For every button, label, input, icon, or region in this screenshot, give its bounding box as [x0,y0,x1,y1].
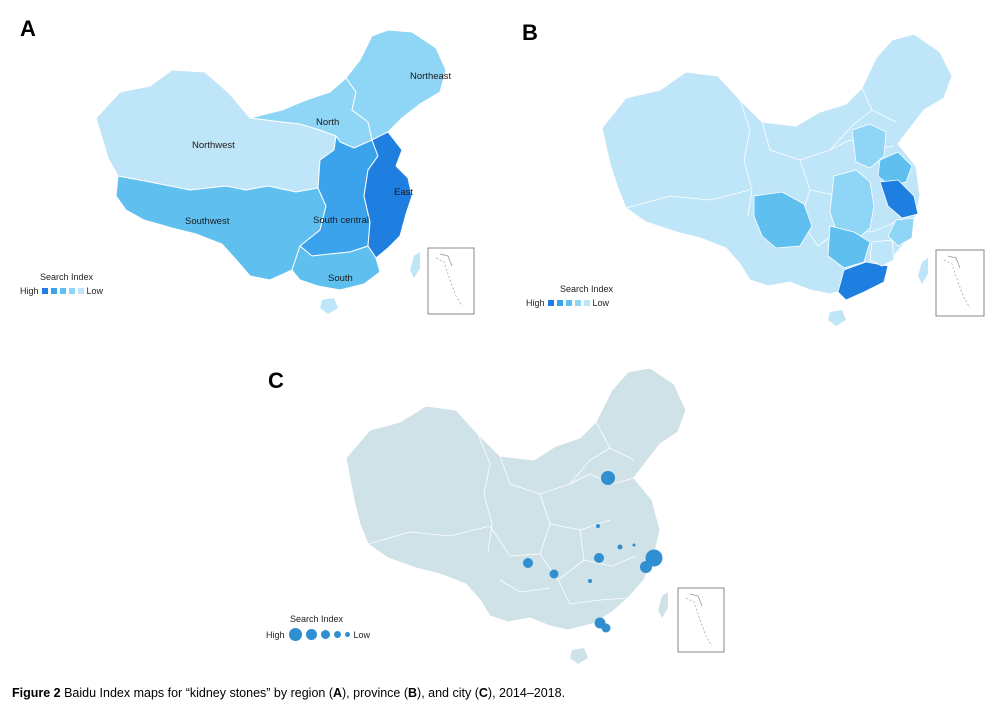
city-dot-shanghai [645,549,663,567]
label-east: East [394,187,413,198]
province-borders [367,421,637,605]
label-northwest: Northwest [192,140,235,151]
label-south-central: South central [313,215,369,226]
panel-a: A Northeast North Northwest Southwest So… [0,0,500,340]
province-jiangsu [879,179,919,219]
province-north-group [851,123,887,169]
city-dot-beijing [601,471,615,485]
panel-letter-c: C [268,368,284,393]
legend-title: Search Index [560,284,614,294]
province-jiangsu-shandong [877,151,913,187]
label-north: North [316,117,339,128]
label-northeast: Northeast [410,71,452,82]
legend-low: Low [353,629,371,640]
legend-low: Low [86,286,104,296]
region-east [363,131,413,259]
taiwan-island [410,252,420,278]
legend-swatch [574,300,581,306]
legend-a: Search Index High Low [20,272,103,296]
legend-high: High [20,286,39,296]
south-china-sea-inset [935,249,985,317]
china-outline [345,367,687,631]
region-northeast [345,29,447,141]
province-guangdong [837,261,889,301]
legend-dot [320,630,330,639]
south-china-sea-inset [427,247,475,315]
region-south [291,245,381,291]
hainan-island [828,310,846,326]
city-dot-nanjing [632,543,636,547]
legend-title: Search Index [290,614,344,624]
legend-dot [344,632,350,637]
caption-ref-c: C [478,686,488,700]
legend-dot [305,629,317,640]
caption-text: Baidu Index maps for “kidney stones” by … [60,686,333,700]
region-map: Northeast North Northwest Southwest Sout… [95,29,475,315]
province-fujian [869,239,895,267]
city-dot-shenzhen [601,623,611,633]
legend-swatch [556,300,563,306]
city-dot-changsha [588,579,592,583]
legend-swatch [68,288,75,294]
legend-c: Search Index High Low [266,614,370,641]
legend-b: Search Index High Low [526,284,613,308]
panel-letter-a: A [20,16,36,41]
caption-text: ), province ( [342,686,409,700]
legend-swatch [583,300,590,306]
panel-letter-b: B [522,20,538,45]
legend-high: High [266,629,285,640]
caption-ref-b: B [408,686,418,700]
legend-swatch [77,288,84,294]
region-northwest [95,69,337,193]
province-sichuan [753,191,813,249]
city-dot-hangzhou [640,561,652,573]
city-map [345,367,725,664]
panel-b: B Search Inde [500,0,1001,340]
legend-title: Search Index [40,272,94,282]
province-hunan-jiangxi [827,225,871,269]
legend-swatch [547,300,554,306]
legend-swatch [565,300,572,306]
legend-swatch [41,288,48,294]
figure-caption: Figure 2 Baidu Index maps for “kidney st… [12,686,565,700]
legend-dot [288,628,302,641]
hainan-island [570,648,588,664]
taiwan-island [918,258,928,284]
label-south: South [328,273,353,284]
province-zhejiang [887,217,915,247]
legend-dot [333,631,341,638]
city-dot-hefei [617,544,623,550]
caption-text: ), 2014–2018. [487,686,566,700]
south-china-sea-inset [677,587,725,653]
label-southwest: Southwest [185,216,230,227]
legend-scale: High Low [20,286,103,296]
city-dot-zhengzhou [596,524,600,528]
legend-scale: High Low [526,298,613,308]
city-dots [523,471,663,633]
city-dot-chongqing [549,569,559,579]
legend-swatch [59,288,66,294]
caption-text: ), and city ( [417,686,479,700]
caption-ref-a: A [332,686,343,700]
legend-high: High [526,298,545,308]
panel-c: C [250,360,750,670]
province-map [601,33,985,326]
legend-low: Low [592,298,610,308]
city-dot-chengdu [523,558,533,568]
legend-swatch [50,288,57,294]
taiwan-island [658,592,668,618]
legend-scale: High Low [266,628,370,641]
city-dot-wuhan [594,553,604,563]
figure-label: Figure 2 [12,686,61,700]
hainan-island [320,298,338,314]
province-central-group [829,169,875,243]
